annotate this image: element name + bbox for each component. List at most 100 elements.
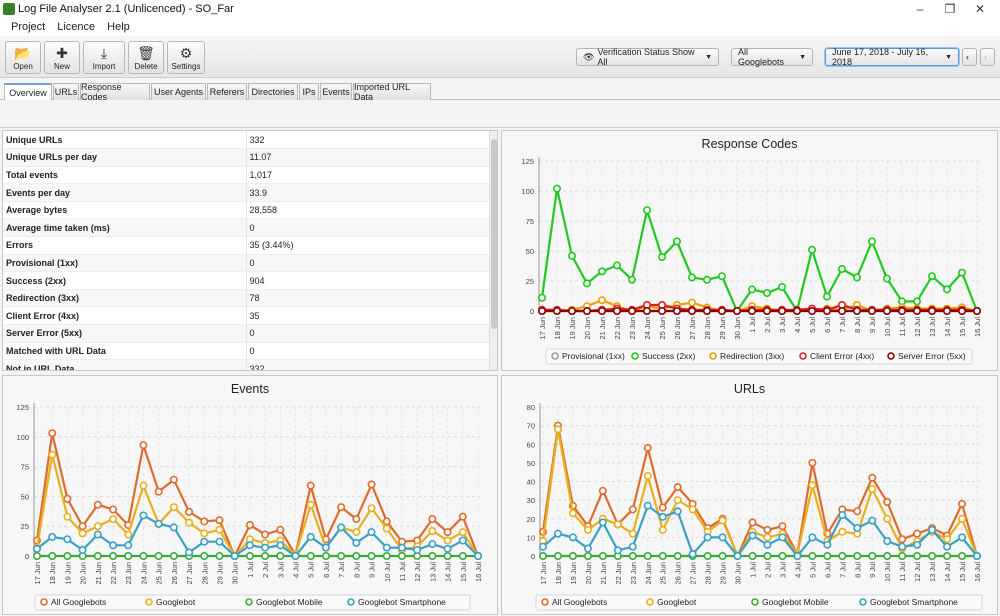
data-point [78,522,87,531]
table-row[interactable]: Provisional (1xx) 0 [3,254,491,273]
data-point [109,515,118,524]
next-range-button[interactable]: › [980,48,995,66]
legend-label: Googlebot [657,597,697,607]
legend-label: Googlebot [156,597,196,607]
scrollbar-thumb[interactable] [491,139,497,329]
data-point [868,552,877,561]
menu-help[interactable]: Help [107,21,130,33]
data-point [154,552,163,561]
data-point [124,541,133,550]
x-tick-label: 24 Jun [644,562,653,585]
table-row[interactable]: Redirection (3xx) 78 [3,289,491,308]
tab-directories[interactable]: Directories [248,83,298,100]
table-row[interactable]: Client Error (4xx) 35 [3,306,491,326]
stat-value: 1,017 [246,166,491,185]
x-tick-label: 18 Jun [48,562,57,585]
x-tick-label: 28 Jun [200,562,209,585]
new-button[interactable]: ✚ New [44,41,80,74]
x-tick-label: 11 Jul [398,562,407,582]
data-point [276,552,285,561]
table-row[interactable]: Average bytes 28,558 [3,201,491,220]
data-point [552,307,561,316]
menu-project[interactable]: Project [11,21,46,33]
data-point [792,307,801,316]
data-point [48,429,57,438]
bot-filter-dropdown[interactable]: All Googlebots ▼ [731,47,813,67]
data-point [48,532,57,541]
x-tick-label: 7 Jul [838,317,847,333]
table-row[interactable]: Matched with URL Data 0 [3,342,491,361]
table-row[interactable]: Server Error (5xx) 0 [3,324,491,343]
y-tick-label: 125 [16,403,29,412]
legend-label: Googlebot Mobile [256,597,323,607]
stat-label: Average bytes [3,201,247,220]
legend-box [545,348,973,365]
chevron-down-icon: ▼ [799,53,806,61]
data-point [276,525,285,534]
prev-range-button[interactable]: ‹ [962,48,977,66]
data-point [763,533,772,542]
data-point [628,275,637,284]
table-row[interactable]: Success (2xx) 904 [3,271,491,290]
x-tick-label: 18 Jun [553,317,562,340]
tab-urls[interactable]: URLs [53,83,79,100]
data-point [807,307,816,316]
maximize-button[interactable]: ❐ [944,2,956,16]
x-tick-label: 11 Jul [898,317,907,337]
delete-button[interactable]: 🗑 Delete [128,41,164,74]
x-tick-label: 23 Jun [629,562,638,585]
x-tick-label: 30 Jun [734,562,743,585]
data-point [823,552,832,561]
menu-licence[interactable]: Licence [57,21,96,33]
data-point [673,483,682,492]
tab-response-codes[interactable]: Response Codes [80,82,150,102]
x-tick-label: 3 Jul [276,562,285,578]
table-row[interactable]: Total events 1,017 [3,166,491,185]
y-tick-label: 100 [521,187,534,196]
table-row[interactable]: Not in URL Data 332 [3,359,491,370]
tab-ips[interactable]: IPs [299,83,319,100]
plus-icon: ✚ [56,45,68,61]
verification-status-dropdown[interactable]: 👁 Verification Status Show All ▼ [576,47,719,67]
tab-imported-url-data[interactable]: Imported URL Data [353,82,431,102]
date-range-dropdown[interactable]: June 17, 2018 - July 16, 2018 ▼ [825,47,959,67]
data-point [109,505,118,514]
data-point [868,516,877,525]
data-point [748,518,757,527]
settings-button[interactable]: ⚙ Settings [167,41,205,74]
eye-icon: 👁 [583,51,595,62]
table-row[interactable]: Errors 35 (3.44%) [3,236,491,255]
data-point [808,552,817,561]
table-row[interactable]: Events per day 33.9 [3,183,491,202]
vertical-scrollbar[interactable] [489,131,497,370]
table-row[interactable]: Unique URLs per day 11.07 [3,148,491,167]
data-point [109,552,118,561]
tab-overview[interactable]: Overview [4,83,52,101]
data-point [583,544,592,553]
import-button[interactable]: ⤓ Import [83,41,125,74]
data-point [337,503,346,512]
y-tick-label: 100 [16,433,29,442]
data-point [428,515,437,524]
urls-panel: URLs 0 10 20 30 40 50 60 70 80 17 Jun 18 Jun 19 Jun 2… [501,375,998,615]
import-label: Import [92,62,116,71]
close-button[interactable]: ✕ [974,2,986,16]
events-panel: Events 0 25 50 75 100 125 17 Jun 18 Jun 19 Jun 20 … [2,375,498,615]
data-point [291,552,300,561]
y-tick-label: 10 [527,533,535,542]
x-tick-label: 23 Jun [628,317,637,340]
x-tick-label: 11 Jul [898,562,907,582]
data-point [613,307,622,316]
tab-user-agents[interactable]: User Agents [151,83,206,100]
tab-events[interactable]: Events [320,83,352,100]
table-row[interactable]: Average time taken (ms) 0 [3,218,491,238]
tab-referers[interactable]: Referers [207,83,247,100]
data-point [276,541,285,550]
minimize-button[interactable]: – [916,2,924,16]
data-point [583,307,592,316]
data-point [613,546,622,555]
date-range-label: June 17, 2018 - July 16, 2018 [832,47,929,67]
table-row[interactable]: Unique URLs 332 [3,131,491,150]
open-button[interactable]: 📂 Open [5,41,41,74]
data-point [139,511,148,520]
